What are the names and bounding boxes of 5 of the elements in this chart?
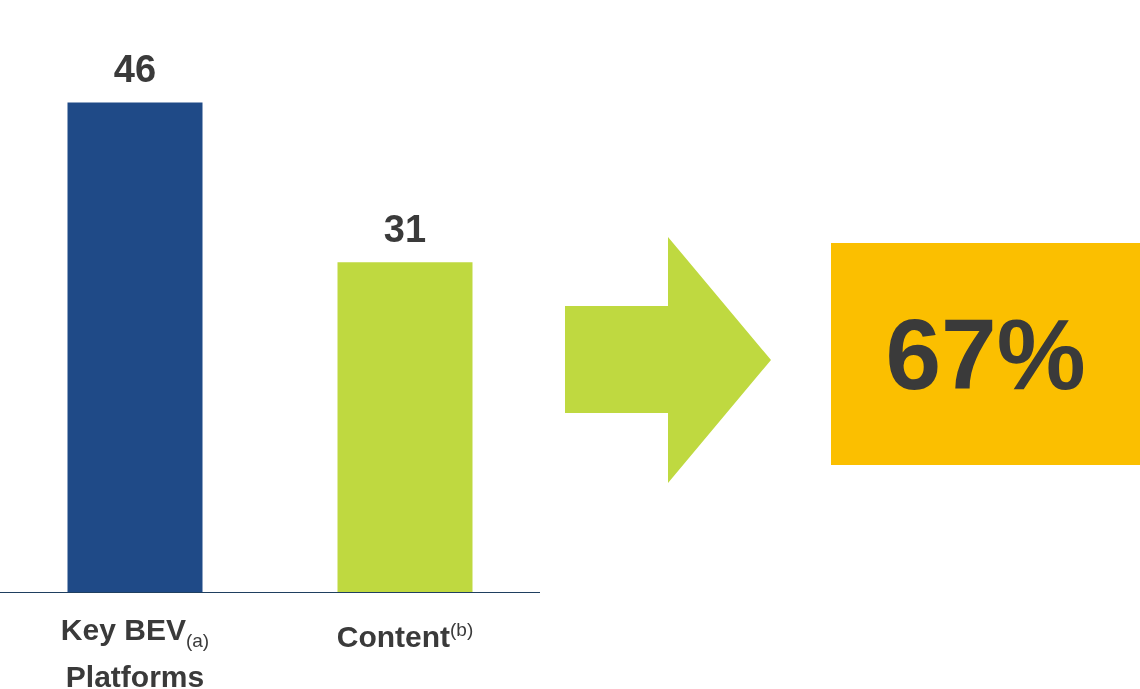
x-tick-label: Key BEV$_{(a)}$ Platforms bbox=[59, 612, 211, 689]
x-tick-label: Content$^{(b)}$ bbox=[335, 618, 475, 655]
text: 67% bbox=[831, 243, 1140, 465]
data-label: 31 bbox=[383, 207, 427, 250]
data-label: 46 bbox=[113, 48, 157, 91]
